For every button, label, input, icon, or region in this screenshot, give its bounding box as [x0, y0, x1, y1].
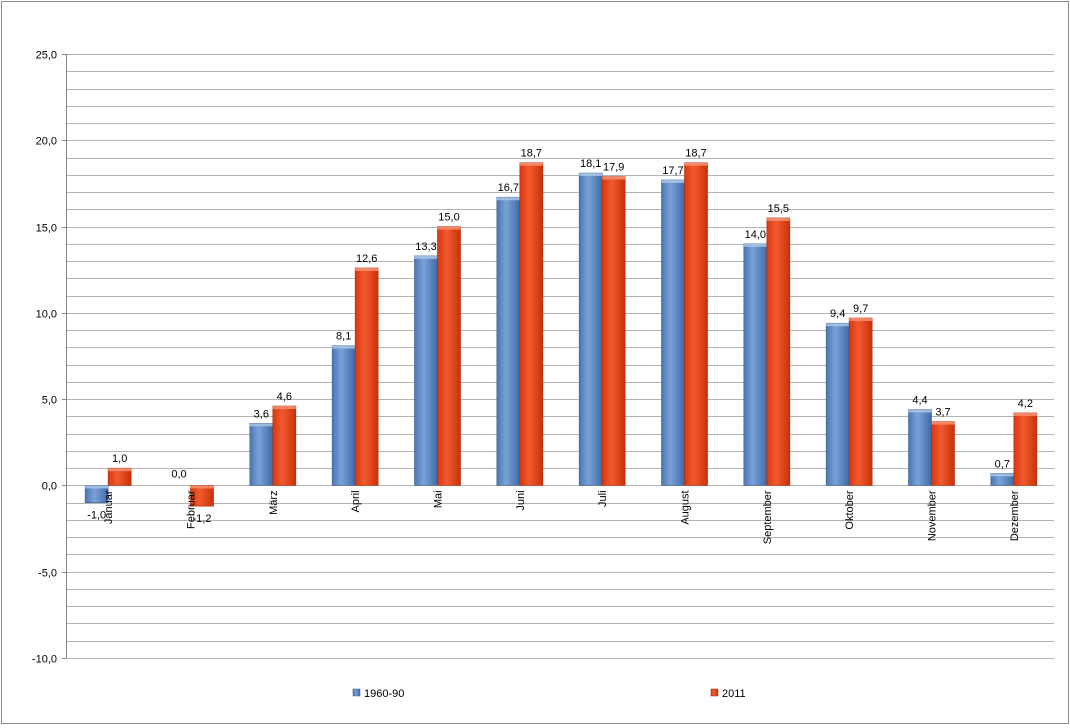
x-category-label: Juni	[515, 490, 527, 510]
x-category-label: Januar	[103, 490, 115, 524]
legend-swatch-1960-90	[352, 688, 361, 697]
data-label: 16,7	[498, 182, 519, 194]
data-label: 15,0	[438, 212, 459, 224]
bar-cap	[766, 217, 790, 221]
bar-cap	[743, 243, 767, 247]
bar-series2	[684, 162, 708, 486]
data-label: 4,2	[1018, 398, 1033, 410]
y-tick-label: 10,0	[36, 309, 57, 321]
y-axis: -10,0 -5,0 0,0 5,0 10,0 15,0 20,0 25,0	[32, 50, 67, 666]
data-label: 18,7	[521, 148, 542, 160]
data-label: 9,4	[830, 308, 845, 320]
bar-series1	[661, 179, 685, 486]
legend-swatch-2011	[710, 688, 719, 697]
legend-label-2011: 2011	[722, 688, 746, 700]
bar-series2	[272, 405, 297, 486]
bar-cap	[826, 323, 850, 327]
data-label: 18,7	[685, 148, 706, 160]
y-tick-label: 25,0	[36, 50, 57, 62]
bar-series1	[496, 196, 521, 486]
bar-series2	[766, 217, 791, 486]
bar-cap	[849, 318, 873, 322]
x-category-label: September	[762, 490, 774, 544]
data-label: 4,4	[912, 394, 927, 406]
bar-cap	[108, 468, 132, 472]
bar-cap	[272, 406, 296, 410]
gridlines	[66, 54, 1054, 659]
data-label: 17,9	[603, 162, 624, 174]
data-label: 0,7	[995, 458, 1010, 470]
y-tick-label: 20,0	[36, 136, 57, 148]
x-category-label: November	[927, 490, 939, 541]
bar-cap	[519, 162, 543, 166]
x-category-label: Mai	[433, 490, 445, 508]
data-labels: -1,0 1,0 0,0 -1,2 3,6 4,6 8,1 12,6 13,3 15,0 16,7 1…	[87, 148, 1033, 525]
bar-cap	[190, 485, 214, 489]
bar-series1	[249, 423, 274, 486]
x-category-label: Juli	[597, 490, 609, 507]
bar-series2	[601, 176, 626, 486]
bar-series2	[931, 421, 955, 486]
x-category-label: Februar	[186, 490, 198, 529]
y-tick-label: -10,0	[32, 654, 57, 666]
data-label: 14,0	[745, 229, 766, 241]
data-label: 0,0	[171, 468, 186, 480]
bar-series1	[908, 409, 932, 486]
bar-cap	[908, 409, 932, 413]
x-category-label: März	[268, 490, 280, 514]
data-label: 3,7	[935, 407, 950, 419]
bar-series2	[437, 226, 461, 486]
bars	[84, 162, 1038, 507]
bar-cap	[249, 423, 273, 427]
y-tick-label: 5,0	[42, 395, 57, 407]
legend: 1960-90 2011	[352, 688, 746, 700]
bar-cap	[85, 485, 109, 489]
bar-series1	[414, 255, 438, 486]
bar-series2	[354, 267, 379, 486]
y-tick-label: 0,0	[42, 481, 57, 493]
data-label: -1,0	[87, 510, 106, 522]
bar-cap	[661, 179, 685, 183]
x-category-label: April	[350, 490, 362, 512]
bar-cap	[602, 176, 626, 180]
bar-cap	[1013, 412, 1037, 416]
bar-series1	[825, 322, 850, 486]
bar-series1	[331, 345, 356, 486]
data-label: 18,1	[580, 158, 601, 170]
data-label: -1,2	[193, 513, 212, 525]
data-label: 4,6	[277, 391, 292, 403]
data-label: 12,6	[356, 253, 377, 265]
y-tick-label: 15,0	[36, 223, 57, 235]
bar-cap	[990, 473, 1014, 477]
bar-cap	[414, 255, 438, 259]
data-label: 15,5	[768, 203, 789, 215]
bar-cap	[931, 421, 955, 425]
y-tick-label: -5,0	[38, 568, 57, 580]
data-label: 17,7	[662, 165, 683, 177]
bar-cap	[437, 226, 461, 230]
x-category-label: Oktober	[844, 490, 856, 529]
bar-cap	[355, 267, 379, 271]
x-axis-labels: Januar Februar März April Mai Juni Juli August S…	[103, 490, 1021, 544]
bar-cap	[332, 345, 356, 349]
x-category-label: Dezember	[1009, 490, 1021, 541]
bar-series2	[519, 162, 544, 486]
bar-cap	[684, 162, 708, 166]
bar-cap	[579, 173, 603, 177]
data-label: 13,3	[415, 241, 436, 253]
bar-series2	[1013, 412, 1038, 486]
bar-series1	[578, 172, 603, 486]
data-label: 1,0	[112, 453, 127, 465]
data-label: 9,7	[853, 303, 868, 315]
bar-series1	[743, 243, 768, 486]
data-label: 3,6	[254, 408, 269, 420]
bar-series2	[848, 317, 873, 486]
legend-label-1960-90: 1960-90	[364, 688, 404, 700]
bar-cap	[496, 197, 520, 201]
data-label: 8,1	[336, 331, 351, 343]
x-category-label: August	[680, 490, 692, 524]
